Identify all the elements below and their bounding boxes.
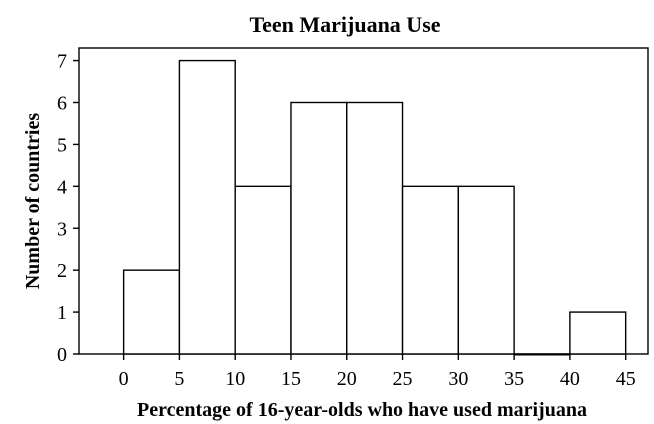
histogram-bar-30-35 — [457, 185, 515, 355]
histogram-bar-35-40 — [513, 353, 571, 356]
histogram-bar-10-15 — [234, 185, 292, 355]
x-tick-label-40: 40 — [560, 368, 580, 390]
y-tick-label-2: 2 — [57, 260, 67, 282]
y-tick-label-7: 7 — [57, 51, 67, 73]
y-tick-label-5: 5 — [57, 134, 67, 156]
x-tick-label-25: 25 — [393, 368, 413, 390]
x-tick-label-5: 5 — [174, 368, 184, 390]
x-axis-label: Percentage of 16-year-olds who have used… — [137, 399, 587, 421]
histogram-bar-25-30 — [401, 185, 460, 355]
y-tick-label-0: 0 — [57, 344, 67, 366]
histogram-bar-40-45 — [569, 311, 627, 355]
x-tick-label-35: 35 — [504, 368, 524, 390]
histogram-bar-15-20 — [290, 101, 348, 355]
histogram-bar-0-5 — [122, 269, 181, 355]
y-tick-label-3: 3 — [57, 218, 67, 240]
y-tick-label-6: 6 — [57, 92, 67, 114]
x-tick-label-0: 0 — [119, 368, 129, 390]
histogram-bar-5-10 — [178, 59, 236, 355]
chart-title: Teen Marijuana Use — [249, 12, 440, 37]
x-tick-label-45: 45 — [616, 368, 636, 390]
y-tick-label-1: 1 — [57, 302, 67, 324]
x-tick-label-30: 30 — [448, 368, 468, 390]
y-tick-label-4: 4 — [57, 176, 67, 198]
histogram-bar-20-25 — [346, 101, 404, 355]
x-tick-label-15: 15 — [281, 368, 301, 390]
x-tick-label-10: 10 — [225, 368, 245, 390]
y-axis-ticks: 0 1 2 3 4 5 6 7 — [57, 51, 79, 366]
bars-layer — [122, 59, 627, 356]
x-axis-ticks: 0 5 10 15 20 25 30 35 40 45 — [119, 354, 636, 390]
y-axis-label: Number of countries — [22, 113, 44, 289]
x-tick-label-20: 20 — [337, 368, 357, 390]
